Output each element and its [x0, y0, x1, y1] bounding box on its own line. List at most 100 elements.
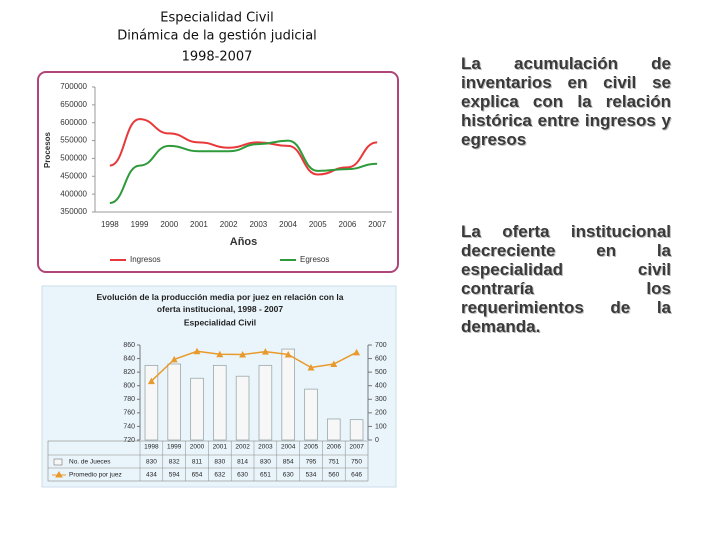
chart-frame	[37, 71, 399, 273]
y-tick-label: 840	[123, 355, 135, 362]
y-tick-label: 350000	[60, 207, 87, 216]
x-tick-label: 2007	[349, 444, 364, 451]
y2-tick-label: 100	[375, 423, 387, 430]
bar	[281, 348, 295, 441]
y2-tick-label: 600	[375, 355, 387, 362]
line-series	[109, 118, 378, 176]
y-tick-label: 860	[123, 342, 135, 349]
table-cell: 651	[260, 472, 271, 479]
y2-tick-label: 500	[375, 369, 387, 376]
y-tick-label: 700000	[60, 82, 87, 91]
x-tick-label: 1999	[167, 444, 182, 451]
x-tick-label: 2000	[160, 220, 178, 229]
table-cell: 830	[146, 459, 157, 466]
table-cell: 654	[192, 472, 203, 479]
bar	[258, 364, 273, 441]
x-tick-label: 2005	[309, 220, 327, 229]
line-series	[150, 350, 357, 382]
x-tick-label: 2002	[235, 444, 250, 451]
x-tick-label: 2006	[327, 444, 342, 451]
slide-title: Especialidad Civil	[160, 11, 273, 26]
line-series	[109, 139, 378, 205]
y-tick-label: 450000	[60, 171, 87, 180]
legend-label: Egresos	[300, 255, 329, 264]
line-marker	[170, 355, 178, 363]
x-tick-label: 2005	[304, 444, 319, 451]
legend-label: Promedio por juez	[69, 472, 122, 479]
table-cell: 854	[283, 459, 294, 466]
y-axis-label: Procesos	[43, 131, 52, 168]
bar	[235, 375, 250, 441]
legend-label: No. de Jueces	[69, 459, 111, 466]
x-tick-label: 1998	[101, 220, 119, 229]
bar	[304, 388, 318, 441]
chart-title: Evolución de la producción media por jue…	[96, 292, 343, 314]
y2-tick-label: 700	[375, 342, 387, 349]
y-tick-label: 600000	[60, 118, 87, 127]
y-tick-label: 720	[123, 437, 135, 444]
line-marker	[284, 351, 292, 358]
table-cell: 630	[237, 472, 248, 479]
table-cell: 830	[260, 459, 271, 466]
x-tick-label: 1999	[131, 220, 149, 229]
x-tick-label: 2002	[220, 220, 238, 229]
x-axis-label: Años	[230, 236, 258, 248]
y-tick-label: 400000	[60, 189, 87, 198]
line-marker	[147, 377, 155, 385]
y-tick-label: 780	[123, 396, 135, 403]
table-cell: 594	[169, 472, 180, 479]
y2-tick-label: 0	[375, 437, 379, 444]
x-tick-label: 1998	[144, 444, 159, 451]
x-tick-label: 2000	[190, 444, 205, 451]
x-tick-label: 2003	[249, 220, 267, 229]
legend-swatch	[53, 458, 63, 466]
y-tick-label: 820	[123, 369, 135, 376]
y-tick-label: 740	[123, 423, 135, 430]
x-tick-label: 2003	[258, 444, 273, 451]
bar	[213, 364, 227, 441]
table-cell: 830	[214, 459, 225, 466]
paragraph: La acumulación de inventarios en civil s…	[461, 54, 671, 149]
y-tick-label: 760	[123, 410, 135, 417]
x-tick-label: 2004	[279, 220, 297, 229]
line-marker	[216, 350, 224, 358]
x-tick-label: 2006	[339, 220, 357, 229]
slide-title: 1998-2007	[182, 50, 253, 65]
chart-subtitle: Especialidad Civil	[184, 317, 256, 327]
table-cell: 646	[351, 472, 362, 479]
bar	[190, 377, 204, 441]
x-tick-label: 2004	[281, 444, 296, 451]
table-cell: 534	[306, 472, 317, 479]
x-tick-label: 2007	[368, 220, 386, 229]
line-marker	[330, 360, 338, 367]
legend-swatch	[52, 471, 66, 478]
line-marker	[307, 364, 315, 371]
legend-label: Ingresos	[130, 255, 161, 264]
table-cell: 434	[146, 472, 157, 479]
y-tick-label: 550000	[60, 136, 87, 145]
table-cell: 795	[306, 459, 317, 466]
table-cell: 560	[328, 472, 339, 479]
line-marker	[353, 348, 361, 356]
y2-tick-label: 300	[375, 396, 387, 403]
line-marker	[239, 351, 247, 358]
y2-tick-label: 400	[375, 383, 387, 390]
paragraph: La oferta institucional decreciente en l…	[461, 222, 671, 336]
x-tick-label: 2001	[190, 220, 208, 229]
table-cell: 750	[351, 459, 362, 466]
table-cell: 630	[283, 472, 294, 479]
x-tick-label: 2001	[213, 444, 228, 451]
table-cell: 814	[237, 459, 248, 466]
bar	[327, 418, 341, 441]
table-cell: 832	[169, 459, 180, 466]
table-cell: 811	[192, 459, 203, 466]
y2-tick-label: 200	[375, 410, 387, 417]
line-marker	[261, 348, 269, 355]
y-tick-label: 500000	[60, 154, 87, 163]
line-marker	[193, 347, 201, 355]
bar	[349, 419, 364, 441]
table-frame	[47, 440, 369, 482]
y-tick-label: 650000	[60, 100, 87, 109]
